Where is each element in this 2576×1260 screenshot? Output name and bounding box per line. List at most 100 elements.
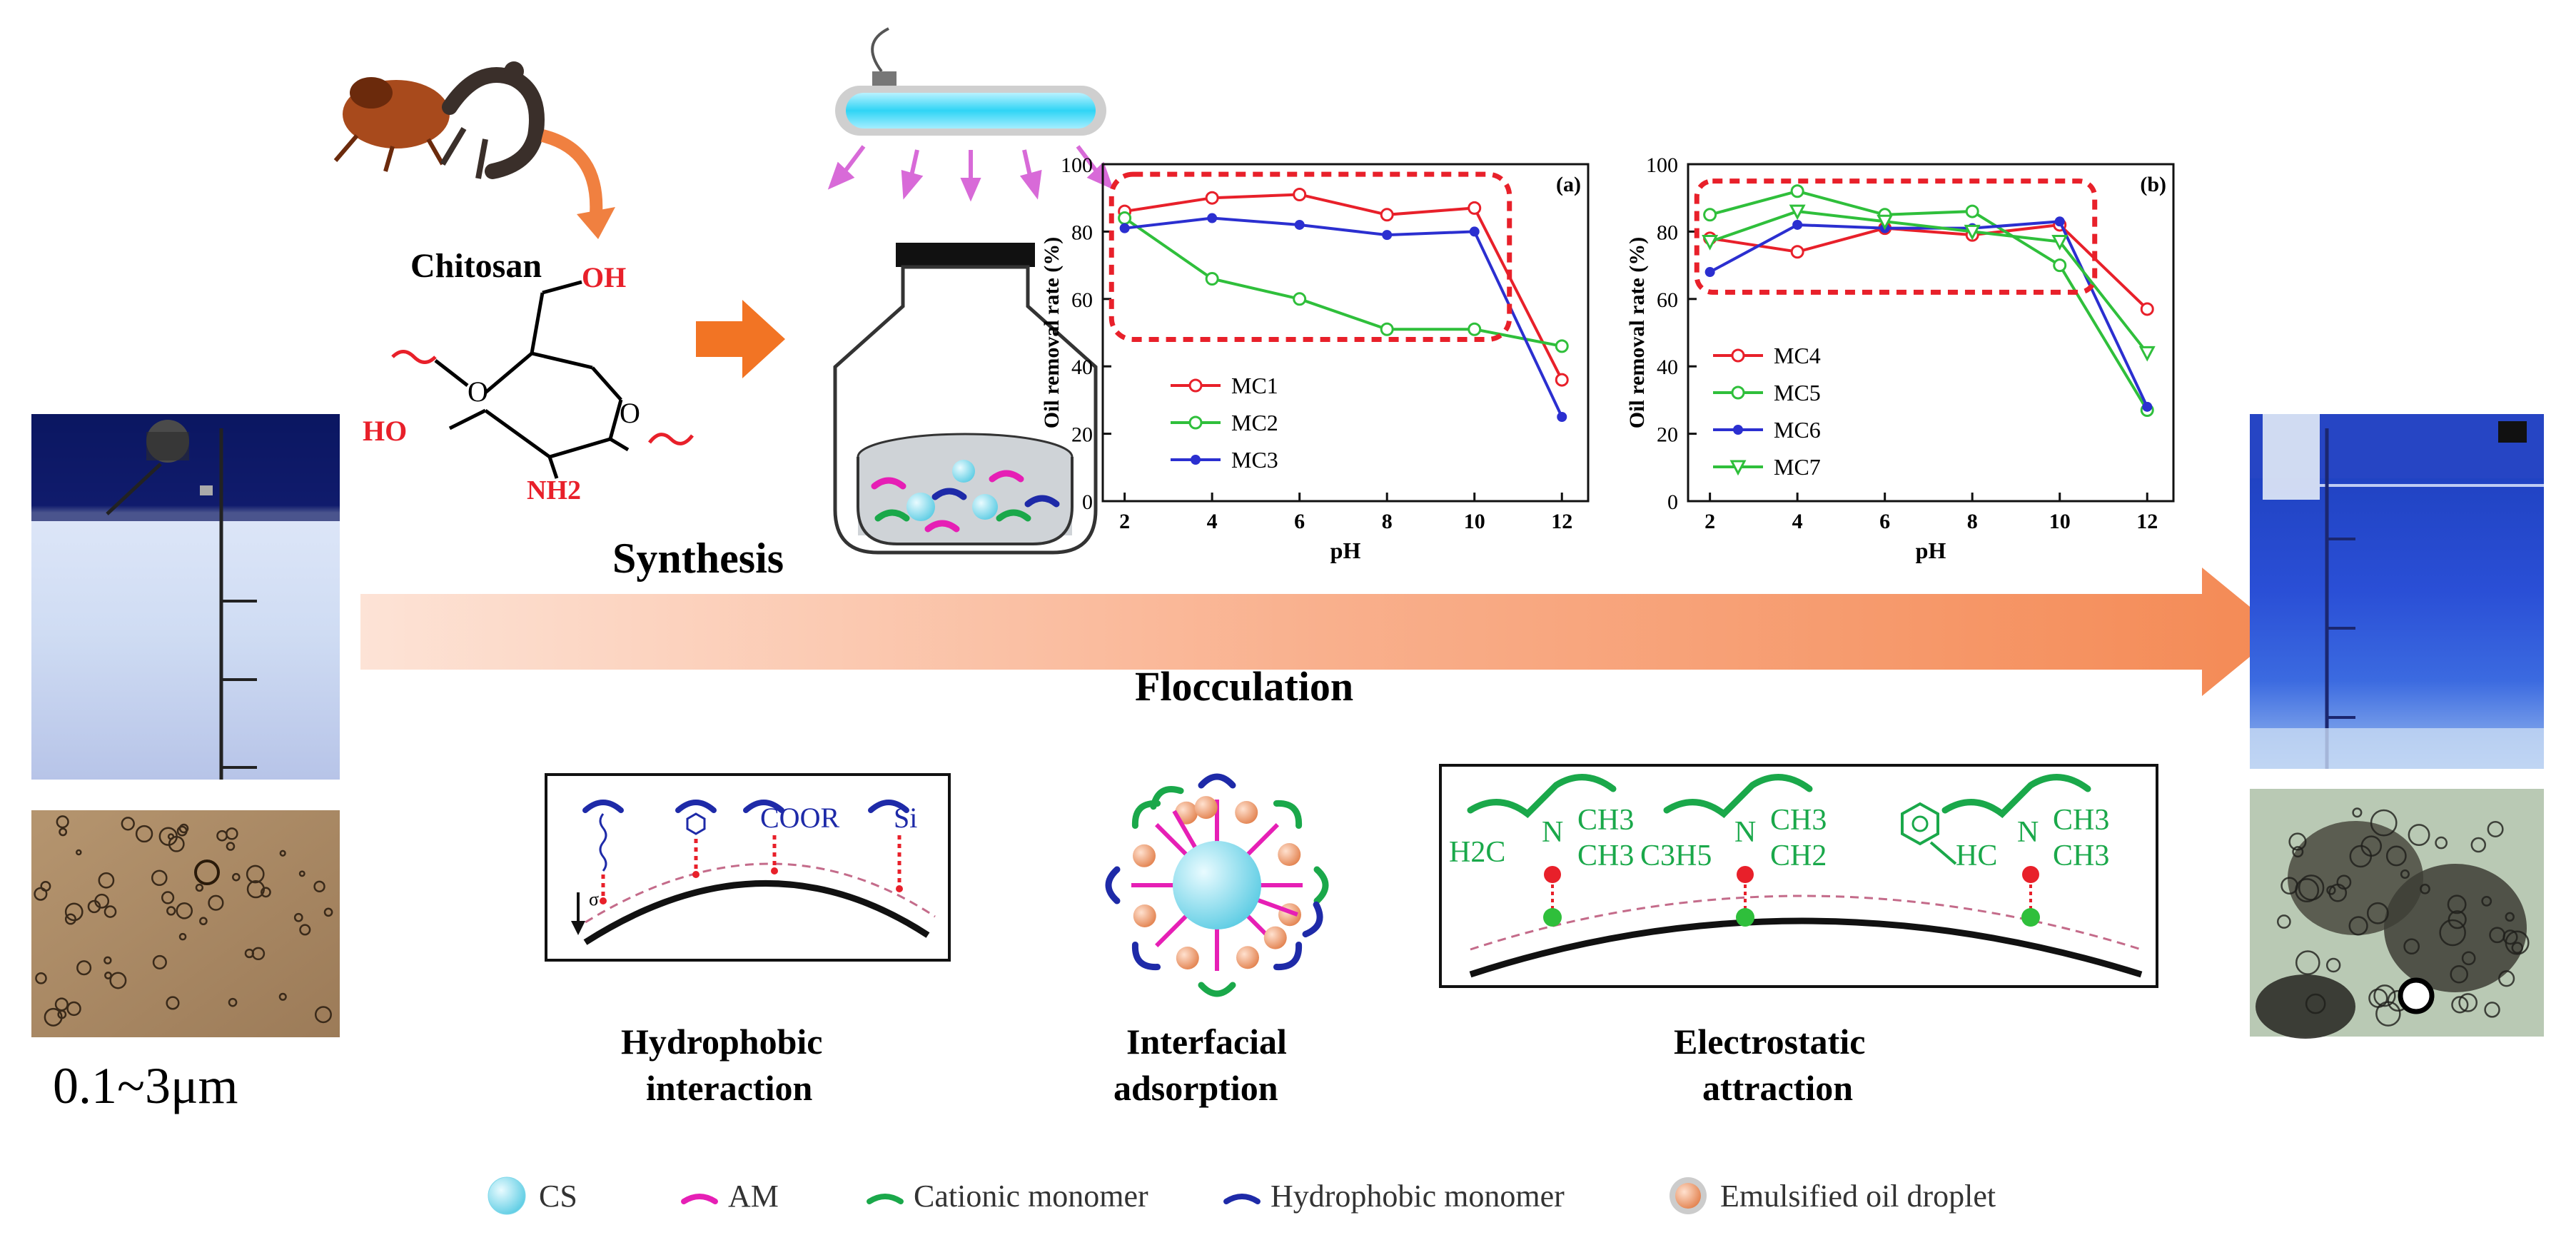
x-tick-label: 4 (1207, 510, 1218, 533)
oil-droplet (2403, 938, 2420, 955)
series-line-MC1 (1124, 193, 1564, 380)
oil-droplet (2375, 1001, 2401, 1027)
y-tick-label: 80 (1071, 221, 1093, 244)
oil-droplet (2458, 993, 2478, 1012)
ch3e-label: CH3 (2053, 840, 2110, 872)
oil-droplet (2288, 832, 2307, 851)
y-tick-label: 100 (1646, 153, 1678, 177)
y-tick-label: 20 (1071, 423, 1093, 447)
x-tick-label: 10 (1464, 510, 1485, 533)
oil-droplet (2502, 929, 2518, 945)
data-point-MC6 (2142, 401, 2153, 412)
oil-droplet (2498, 970, 2515, 987)
after-micrograph (2250, 789, 2544, 1039)
hydrophobic-line2: interaction (646, 1068, 813, 1108)
ch3a-label: CH3 (1577, 804, 1635, 837)
oil-droplet (226, 842, 236, 851)
positive-charge (1544, 866, 1561, 883)
panel-label: (b) (2140, 173, 2166, 196)
ring-oxygen-1: O (468, 376, 488, 408)
chitosan-structure (391, 280, 694, 479)
y-tick-label: 60 (1657, 288, 1678, 312)
oil-droplet (2398, 977, 2435, 1014)
data-point-MC7 (2051, 235, 2069, 251)
legend-cs-label: CS (539, 1179, 577, 1214)
monomer-arm (1273, 800, 1303, 830)
oil-droplet (246, 865, 265, 884)
x-tick-label: 2 (1704, 510, 1715, 533)
oil-droplet (2295, 878, 2320, 903)
x-axis-label: pH (1916, 538, 1946, 563)
y-tick-label: 0 (1082, 490, 1093, 514)
oil-droplet (34, 887, 48, 901)
nh2-label: NH2 (527, 475, 581, 505)
oil-droplet (293, 912, 303, 922)
legend-marker (1188, 415, 1203, 430)
oil-droplet (246, 880, 266, 899)
oil-droplet (2349, 845, 2373, 868)
x-tick-label: 8 (1382, 510, 1393, 533)
monomer-chain (924, 520, 960, 533)
legend-marker (1191, 455, 1201, 465)
monomer-chain (996, 509, 1031, 522)
oh-label: OH (582, 261, 627, 293)
chitosan-label: Chitosan (410, 247, 542, 285)
data-point-MC5 (1703, 208, 1717, 222)
oil-droplet (2505, 912, 2515, 922)
oil-droplet (176, 902, 193, 919)
highlight-box-b (1694, 178, 2098, 295)
data-point-MC3 (1207, 213, 1218, 223)
hydrophobic-chain (868, 800, 909, 813)
cs-particle (906, 493, 935, 521)
legend-hydrophobic-icon (1223, 1194, 1261, 1204)
legend-label-MC6: MC6 (1774, 417, 1821, 443)
oil-droplet (199, 917, 208, 926)
data-point-MC5 (1965, 204, 1979, 218)
monomer-arm (1302, 901, 1323, 938)
series-line-MC2 (1123, 216, 1562, 348)
n2-label: N (1734, 816, 1757, 849)
monomer-arm (1105, 866, 1121, 904)
after-beaker-photo (2250, 414, 2544, 769)
monomer-arm (1131, 941, 1161, 971)
legend-label-MC5: MC5 (1774, 380, 1821, 405)
positive-charge (1737, 866, 1754, 883)
oil-droplet (314, 1006, 332, 1024)
monomer-arm (1313, 866, 1329, 904)
monomer-chain (989, 470, 1024, 483)
data-point-MC1 (1380, 208, 1394, 222)
monomer-arm (1198, 773, 1236, 789)
benzene-ring (686, 812, 706, 835)
data-point-MC7 (1702, 235, 1719, 251)
data-point-MC3 (1294, 219, 1305, 230)
data-point-MC2 (1468, 322, 1482, 336)
data-point-MC7 (1789, 204, 1806, 221)
oil-droplet (228, 997, 238, 1007)
oil-droplet (35, 972, 47, 984)
oil-droplet (261, 887, 271, 898)
y-tick-label: 80 (1657, 221, 1678, 244)
data-point-MC4 (2140, 302, 2154, 316)
legend-label-MC4: MC4 (1774, 343, 1821, 368)
oil-droplet (2400, 869, 2410, 879)
legend-label-MC3: MC3 (1231, 447, 1278, 473)
data-point-MC7 (1964, 224, 1981, 241)
x-tick-label: 12 (2136, 510, 2158, 533)
oil-droplet (208, 894, 224, 911)
x-tick-label: 4 (1792, 510, 1803, 533)
data-point-MC5 (2053, 258, 2067, 273)
oil-droplet (76, 960, 92, 976)
curved-arrow (540, 129, 603, 215)
data-point-MC2 (1205, 271, 1219, 286)
oil-droplet (244, 948, 255, 959)
legend-hydrophobic-label: Hydrophobic monomer (1271, 1179, 1565, 1214)
oil-droplet (2385, 845, 2407, 867)
highlight-box-a (1108, 171, 1512, 342)
oil-droplet (2348, 916, 2368, 936)
oil-droplet (2298, 875, 2325, 901)
oil-droplet (2487, 820, 2504, 837)
synthesis-arrow (696, 300, 785, 378)
monomer-arm (1273, 941, 1303, 971)
negative-charge (2021, 908, 2040, 927)
legend-marker (1188, 378, 1203, 393)
